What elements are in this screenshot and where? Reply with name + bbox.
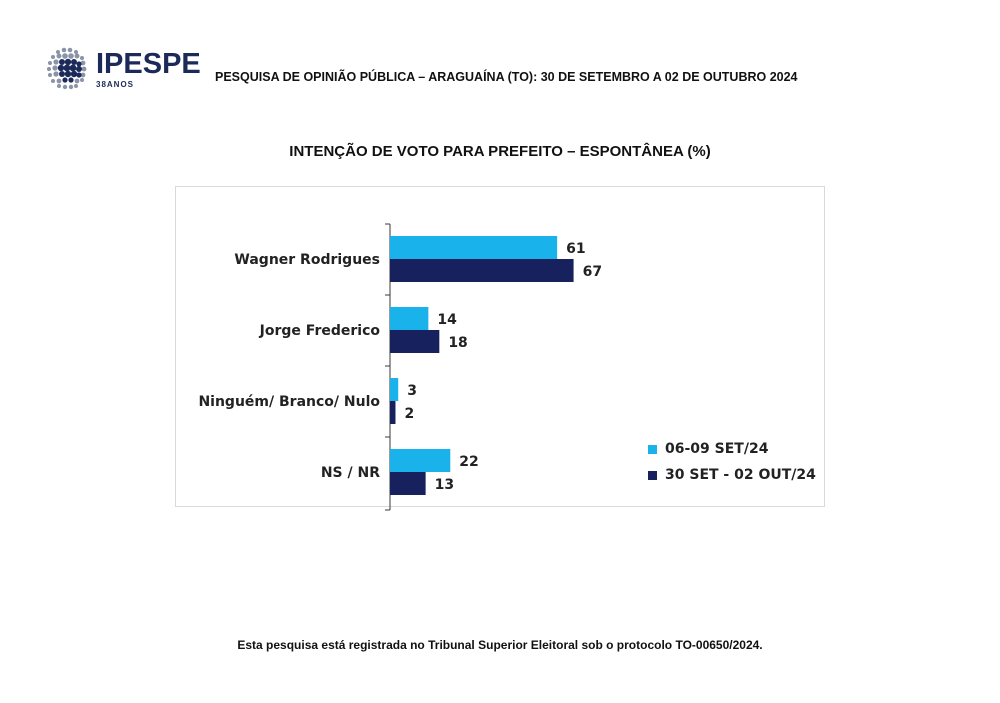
data-label: 18: [448, 335, 467, 351]
legend-swatch: [648, 470, 657, 480]
legend-label: 06-09 SET/24: [665, 441, 769, 457]
bar-series-2: [390, 472, 426, 495]
bar-series-2: [390, 259, 574, 282]
logo-subtitle: 38ANOS: [96, 80, 135, 89]
chart-title: INTENÇÃO DE VOTO PARA PREFEITO – ESPONTÂ…: [289, 143, 711, 160]
legend-label: 30 SET - 02 OUT/24: [665, 467, 816, 483]
category-label: NS / NR: [321, 465, 380, 481]
bar-series-1: [390, 378, 399, 401]
footer-registration: Esta pesquisa está registrada no Tribuna…: [237, 638, 763, 652]
chart-frame: [175, 186, 825, 507]
legend-item-series-1: 06-09 SET/24: [648, 436, 816, 462]
chart-legend: 06-09 SET/24 30 SET - 02 OUT/24: [648, 436, 816, 488]
globe-dots-icon: [47, 47, 87, 90]
data-label: 67: [583, 264, 602, 280]
data-label: 3: [407, 383, 417, 399]
bar-series-1: [390, 236, 558, 259]
category-label: Ninguém/ Branco/ Nulo: [198, 394, 380, 410]
data-label: 61: [566, 241, 585, 257]
data-label: 22: [459, 454, 478, 470]
data-label: 14: [437, 312, 457, 328]
legend-swatch: [648, 444, 657, 454]
bar-series-1: [390, 449, 451, 472]
bar-series-2: [390, 330, 440, 353]
survey-header: PESQUISA DE OPINIÃO PÚBLICA – ARAGUAÍNA …: [215, 70, 798, 84]
category-label: Jorge Frederico: [259, 323, 381, 339]
legend-item-series-2: 30 SET - 02 OUT/24: [648, 462, 816, 488]
ipespe-logo: IPESPE 38ANOS: [44, 42, 204, 94]
bar-series-1: [390, 307, 429, 330]
bar-series-2: [390, 401, 396, 424]
data-label: 2: [404, 406, 414, 422]
logo-wordmark: IPESPE: [96, 48, 201, 80]
category-label: Wagner Rodrigues: [234, 252, 380, 268]
data-label: 13: [435, 477, 454, 493]
